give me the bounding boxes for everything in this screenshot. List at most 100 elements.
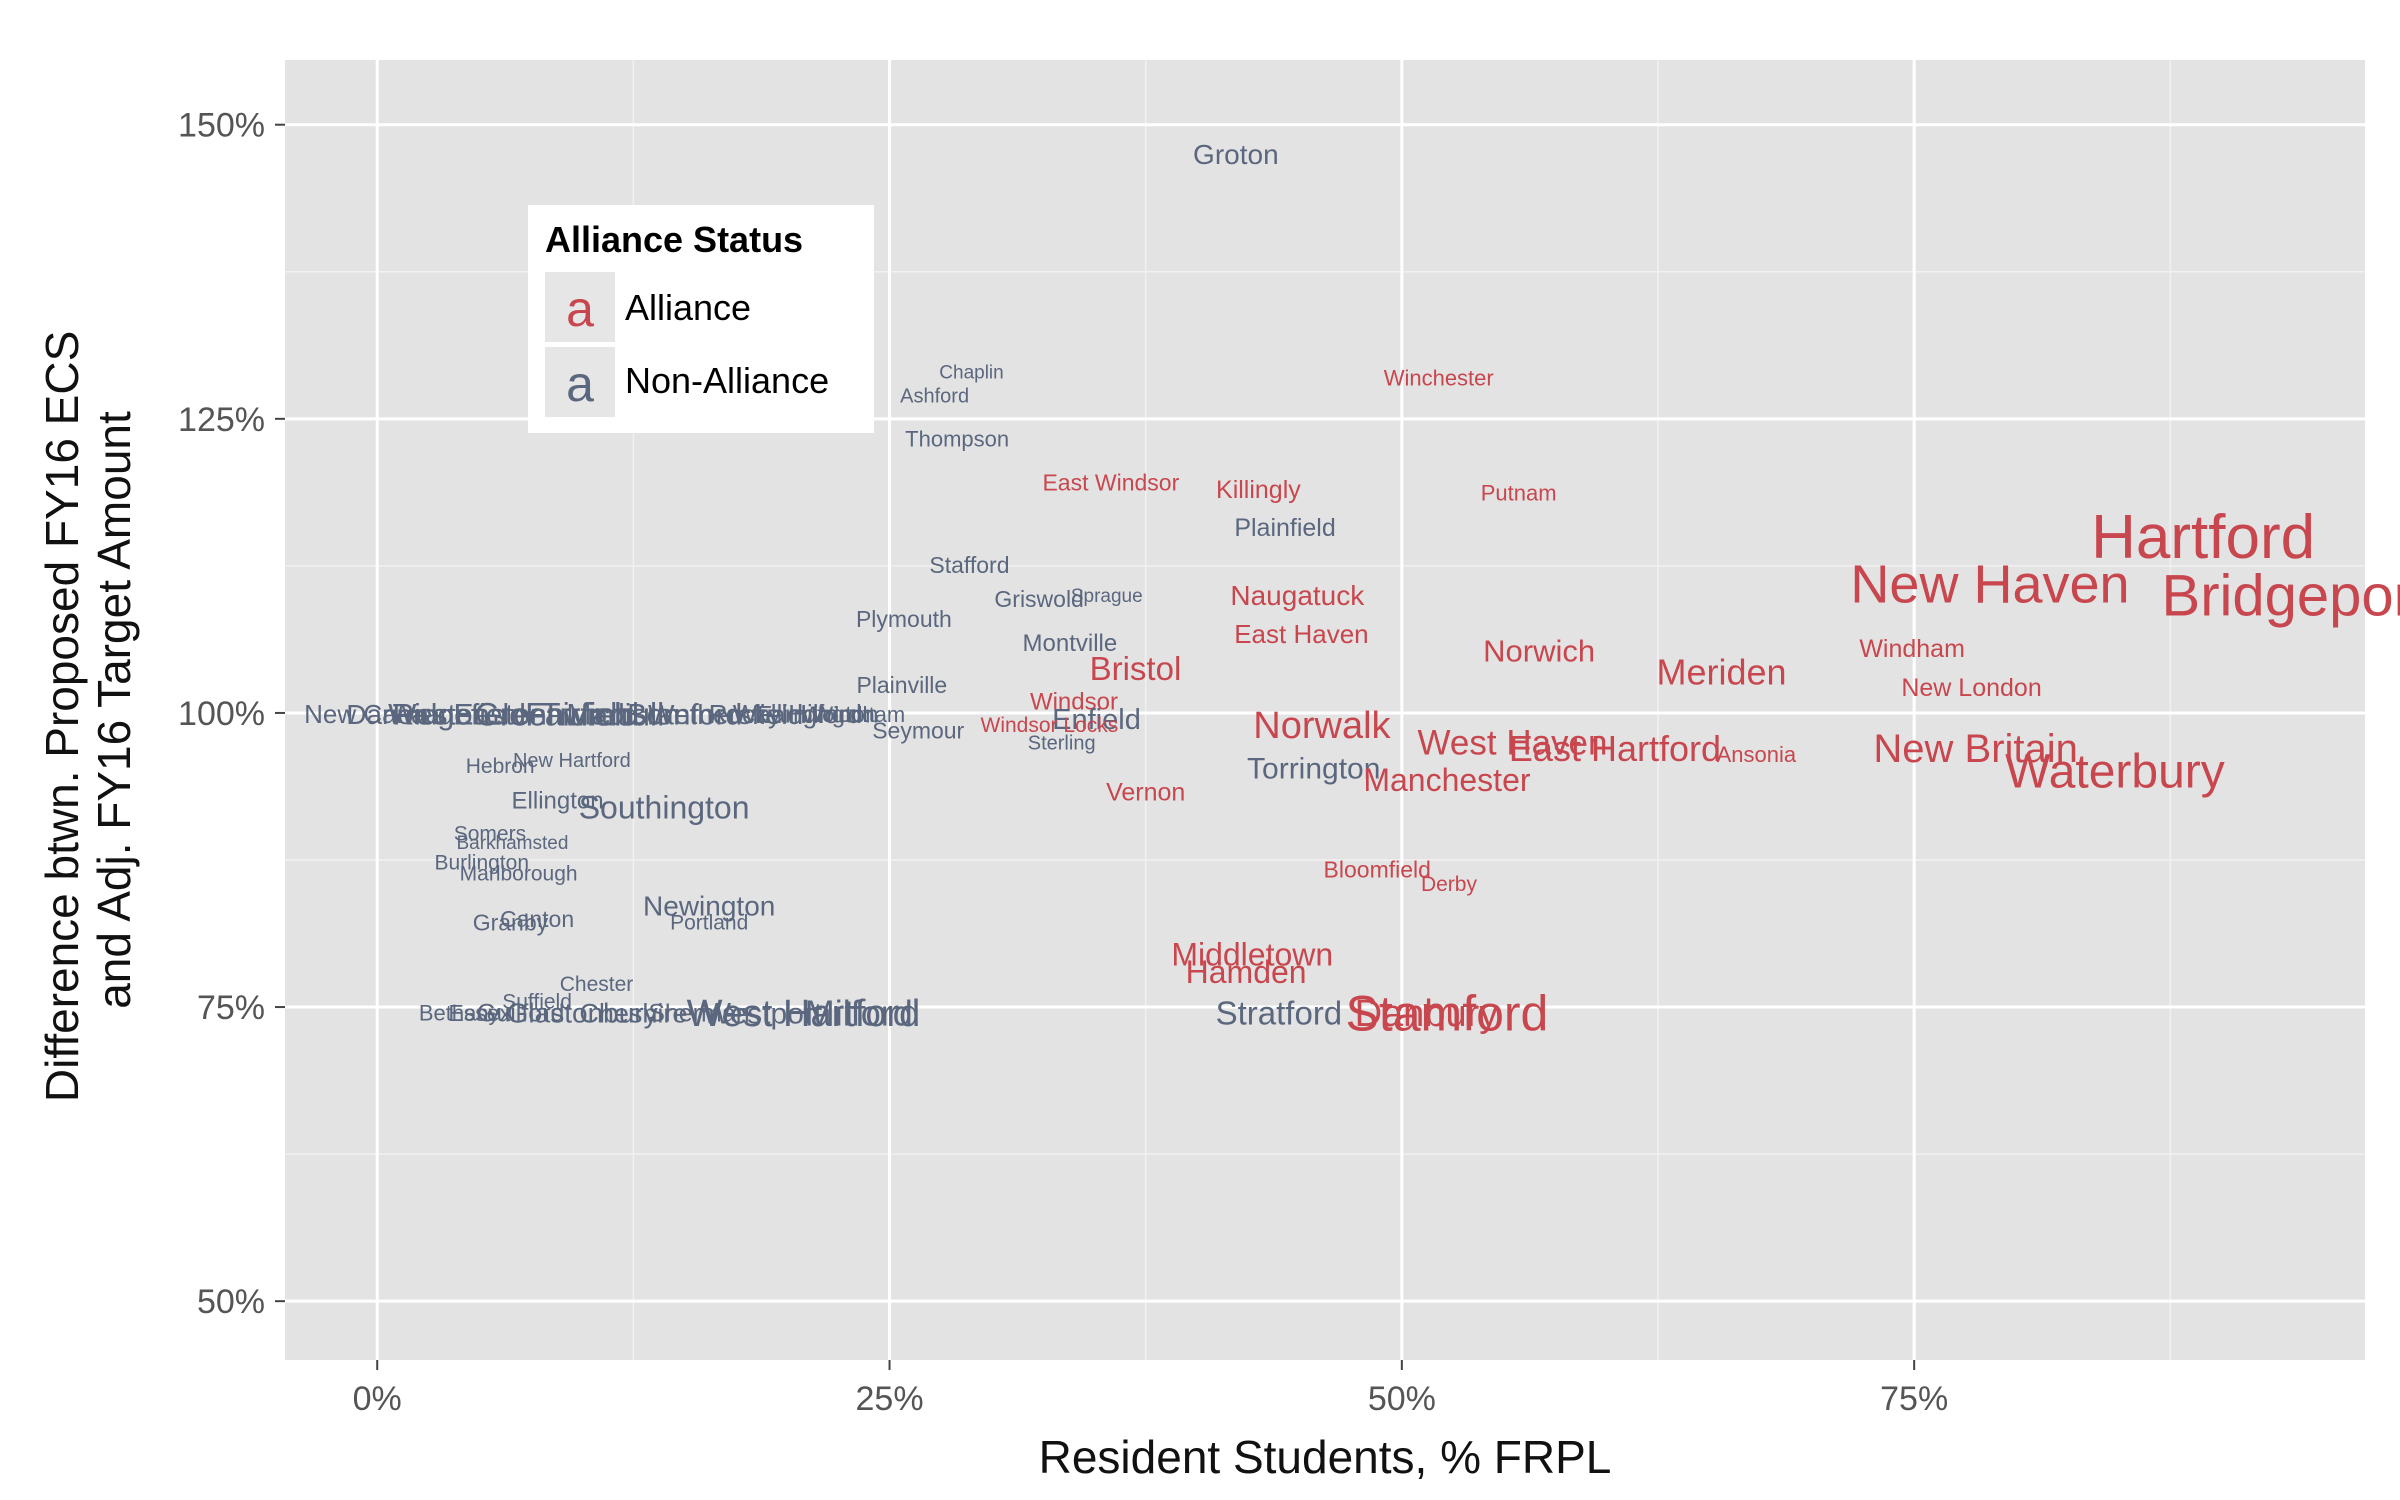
point-label: Windham <box>1859 635 1965 663</box>
point-label: Winchester <box>1384 365 1494 390</box>
point-label: Derby <box>1421 873 1478 896</box>
point-label: Stratford <box>1216 994 1343 1031</box>
point-label: Marlborough <box>460 862 578 885</box>
point-label: Wolcott <box>802 702 875 727</box>
legend-label-alliance: Alliance <box>625 287 751 328</box>
point-label: Naugatuck <box>1230 580 1365 611</box>
point-label: New Hartford <box>513 750 631 772</box>
point-label: West Haven <box>1418 724 1608 763</box>
point-label: Bridgeport <box>2162 564 2400 629</box>
point-label: Wallingford <box>733 699 862 729</box>
y-tick-labels: 50% 75% 100% 125% 150% <box>178 107 265 1321</box>
x-tick-label: 75% <box>1880 1380 1948 1418</box>
point-label: Middletown <box>1171 936 1333 972</box>
point-label: Plainville <box>856 672 947 698</box>
point-label: Sherman <box>648 1000 749 1028</box>
point-label: Killingly <box>1216 476 1301 504</box>
legend-key-alliance <box>545 272 615 342</box>
legend-title: Alliance Status <box>545 219 803 260</box>
point-label: Hebron <box>466 755 535 778</box>
point-label: New Haven <box>1850 554 2129 614</box>
point-label: Stafford <box>929 552 1009 578</box>
point-label: Madison <box>566 699 679 732</box>
point-label: East Haven <box>1234 619 1368 649</box>
point-label: Windsor <box>1030 689 1118 716</box>
point-label: Norwalk <box>1253 705 1391 747</box>
point-label: East Windsor <box>1042 469 1179 495</box>
point-label: Hartford <box>2091 503 2315 572</box>
point-label: Seymour <box>872 718 964 744</box>
legend-label-non-alliance: Non-Alliance <box>625 360 829 401</box>
point-label: Somers <box>454 822 526 845</box>
point-label: Hamden <box>1186 954 1307 990</box>
point-label: Torrington <box>1247 753 1380 786</box>
axis-ticks <box>275 123 1916 1370</box>
point-label: Bethany <box>419 1001 500 1026</box>
point-label: New London <box>1901 674 2041 702</box>
y-axis-title-line-2: and Adj. FY16 Target Amount <box>88 411 140 1009</box>
point-label: Fairfield <box>525 696 639 732</box>
point-label: Cheshire <box>579 998 687 1028</box>
point-label: Norwich <box>1483 633 1595 668</box>
x-tick-label: 25% <box>856 1380 924 1418</box>
y-tick-label: 50% <box>197 1283 265 1321</box>
point-label: Greenwich <box>475 696 628 732</box>
point-label: Darien <box>346 699 428 730</box>
point-label: Glastonbury <box>507 998 658 1029</box>
point-label: Vernon <box>1106 779 1185 807</box>
point-label: Meriden <box>1657 651 1787 692</box>
legend-key-non-alliance <box>545 347 615 417</box>
point-label: Stamford <box>1346 985 1549 1041</box>
point-label: Milford <box>805 993 913 1034</box>
y-tick-label: 100% <box>178 695 265 733</box>
point-label: Wethersfield <box>648 699 803 730</box>
point-label: East Hartford <box>1509 728 1721 769</box>
point-label: Southington <box>579 789 750 825</box>
point-label: Windsor Locks <box>981 714 1119 737</box>
point-label: Ellington <box>512 787 604 814</box>
point-label: Essex <box>448 1000 511 1026</box>
y-axis-title: Difference btwn. Proposed FY16 ECS and A… <box>36 318 140 1102</box>
point-label: Bristol <box>1090 650 1182 687</box>
legend-glyph-non-alliance: a <box>566 356 594 412</box>
point-label: Chaplin <box>939 362 1003 383</box>
point-label: Rocky Hill <box>709 699 825 729</box>
x-tick-label: 50% <box>1368 1380 1436 1418</box>
x-tick-label: 0% <box>353 1380 402 1418</box>
point-label: Barkhamsted <box>456 833 568 854</box>
point-label: Farmington <box>757 702 878 729</box>
point-label: Groton <box>1193 139 1279 170</box>
point-label: Ridgefield <box>392 699 525 732</box>
point-label: Manchester <box>1363 762 1531 798</box>
point-label: Newington <box>643 891 775 922</box>
point-label: Bloomfield <box>1324 856 1431 882</box>
point-label: Trumbull <box>541 696 664 732</box>
point-label: Enfield <box>1052 704 1141 736</box>
point-label: Portland <box>670 912 748 935</box>
point-label: Branford <box>627 699 742 732</box>
point-label: Waterbury <box>2005 745 2225 798</box>
point-label: Windham <box>812 702 905 727</box>
point-label: Canton <box>500 906 574 932</box>
point-label: Westport <box>703 997 823 1030</box>
point-label: Sprague <box>1071 586 1143 607</box>
y-axis-title-line-1: Difference btwn. Proposed FY16 ECS <box>36 331 88 1102</box>
y-tick-label: 75% <box>197 989 265 1027</box>
point-label: Easton <box>453 699 546 732</box>
point-label: Guilford <box>477 1000 565 1028</box>
point-label: Plainfield <box>1234 514 1335 542</box>
point-label: Ashford <box>900 385 969 407</box>
point-label: New Canaan <box>304 699 454 729</box>
point-label: Granby <box>473 909 549 935</box>
point-label: Putnam <box>1481 481 1557 506</box>
point-label: West Hartford <box>687 993 921 1035</box>
point-label: Weston <box>388 699 489 732</box>
point-label: New Britain <box>1873 727 2078 771</box>
x-axis-title: Resident Students, % FRPL <box>1039 1431 1612 1483</box>
point-label: Chester <box>560 973 634 996</box>
point-label: Ansonia <box>1717 742 1797 767</box>
x-tick-labels: 0% 25% 50% 75% <box>353 1380 1949 1418</box>
point-label: Plymouth <box>856 606 952 632</box>
y-tick-label: 150% <box>178 107 265 145</box>
